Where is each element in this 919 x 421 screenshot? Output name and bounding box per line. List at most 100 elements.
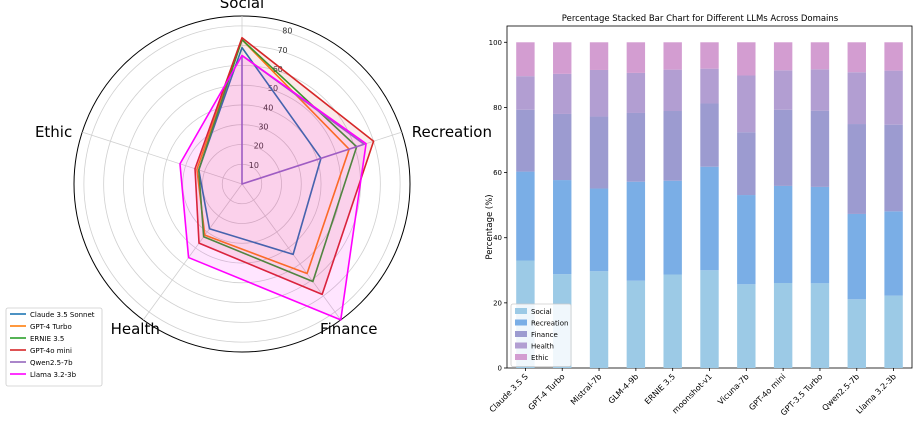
bar-segment-finance — [884, 124, 903, 212]
bar-y-tick-label: 100 — [489, 39, 502, 47]
bar-x-tick-label: GLM-4-9b — [607, 372, 641, 406]
bar-segment-social — [663, 274, 682, 368]
radar-radial-tick-label: 40 — [263, 103, 273, 112]
bar-legend-swatch — [515, 354, 527, 360]
radar-radial-tick-label: 60 — [273, 65, 283, 74]
bar-segment-social — [773, 282, 793, 368]
radar-spoke — [142, 183, 243, 321]
bar-segment-health — [737, 75, 756, 133]
bar-y-tick-label: 60 — [493, 169, 502, 177]
bar-segment-social — [589, 271, 609, 368]
bar-chart-ylabel: Percentage (%) — [485, 194, 495, 259]
radar-radial-tick-label: 50 — [268, 84, 278, 93]
bar-segment-health — [773, 70, 793, 110]
radar-radial-tick-label: 80 — [282, 27, 292, 36]
bar-segment-social — [884, 295, 903, 368]
radar-spoke — [241, 183, 342, 321]
bar-segment-health — [847, 72, 866, 125]
radar-axis-labels: Social Recreation Finance Health Ethic — [35, 0, 492, 338]
bar-segment-social — [626, 280, 646, 368]
radar-axis-label-health: Health — [111, 320, 160, 338]
bar-segment-finance — [589, 116, 609, 189]
radar-legend-label: GPT-4o mini — [30, 347, 72, 355]
bar-legend-label: Social — [531, 308, 552, 316]
radar-legend-frame — [5, 307, 103, 387]
radar-series-ernie-3-5 — [197, 38, 358, 283]
bar-segment-health — [700, 68, 719, 104]
bar-segment-social — [847, 299, 866, 368]
bar-segment-ethic — [663, 42, 682, 70]
bar-segment-ethic — [884, 42, 903, 71]
radar-legend-label: Llama 3.2-3b — [30, 371, 77, 379]
radar-series-gpt-4o-mini — [194, 36, 375, 296]
radar-chart: 10 20 30 40 50 60 70 80 Social Recreation Finance… — [35, 0, 492, 353]
bar-segment-recreation — [626, 181, 646, 281]
bar-legend-label: Health — [531, 343, 554, 351]
bar-legend-label: Recreation — [531, 320, 568, 328]
bar-x-tick-label: Qwen2.5-7b — [820, 372, 861, 413]
bar-segment-health — [663, 69, 682, 112]
bar-segment-health — [810, 69, 830, 111]
radar-radial-tick-label: 20 — [254, 142, 264, 151]
bar-segment-ethic — [847, 42, 866, 73]
radar-legend-label: Qwen2.5-7b — [30, 359, 73, 367]
radar-radial-tick-label: 70 — [277, 46, 287, 55]
bar-segment-ethic — [553, 42, 572, 74]
bar-segment-finance — [700, 103, 719, 167]
radar-radial-tick-label: 10 — [249, 161, 259, 170]
radar-radial-tick-label: 30 — [258, 122, 268, 131]
bar-y-tick-label: 20 — [493, 299, 502, 307]
bar-segment-ethic — [589, 42, 609, 70]
bar-x-tick-label: Claude 3.5 S — [488, 372, 530, 414]
bar-legend-label: Ethic — [531, 354, 549, 362]
bar-segment-finance — [773, 109, 793, 186]
stacked-bar-chart: Percentage Stacked Bar Chart for Differe… — [485, 14, 913, 418]
bar-segment-health — [589, 69, 609, 117]
radar-legend-label: Claude 3.5 Sonnet — [30, 311, 95, 319]
radar-axis-label-finance: Finance — [320, 320, 377, 338]
bar-segment-ethic — [773, 42, 793, 71]
bar-legend-swatch — [515, 319, 527, 326]
bar-legend: Social Recreation Finance Health Ethic — [510, 303, 572, 367]
bar-segment-recreation — [737, 195, 756, 285]
bar-segment-health — [516, 76, 535, 110]
bar-series-group — [516, 42, 903, 368]
bar-segment-finance — [810, 110, 830, 187]
bar-legend-swatch — [515, 342, 527, 349]
bar-segment-recreation — [663, 180, 682, 275]
bar-y-tick-label: 40 — [493, 234, 502, 242]
bar-x-tick-label: moonshot-v1 — [670, 372, 713, 415]
bar-segment-recreation — [773, 185, 793, 283]
bar-y-tick-label: 0 — [498, 365, 502, 373]
radar-legend-label: ERNIE 3.5 — [30, 335, 64, 343]
bar-segment-health — [884, 70, 903, 125]
bar-segment-health — [626, 72, 646, 113]
bar-segment-recreation — [810, 186, 830, 284]
bar-x-tick-label: Mistral-7b — [569, 372, 604, 407]
bar-segment-social — [700, 270, 719, 368]
bar-segment-ethic — [737, 42, 756, 76]
bar-legend-swatch — [515, 331, 527, 337]
radar-series-gpt-4-turbo — [196, 38, 350, 275]
bar-segment-recreation — [884, 211, 903, 296]
bar-segment-finance — [626, 112, 646, 182]
bar-x-tick-label: ERNIE 3.5 — [643, 372, 677, 406]
bar-segment-recreation — [516, 171, 535, 261]
radar-axis-label-social: Social — [220, 0, 264, 12]
bar-segment-social — [810, 283, 830, 368]
radar-axis-label-ethic: Ethic — [35, 123, 72, 141]
bar-segment-finance — [516, 109, 535, 172]
radar-spoke — [82, 131, 243, 185]
bar-segment-finance — [737, 132, 756, 196]
bar-x-tick-label: GPT-4 Turbo — [527, 372, 567, 412]
bar-segment-ethic — [810, 42, 830, 70]
bar-segment-finance — [553, 113, 572, 181]
radar-axis-label-recreation: Recreation — [412, 123, 492, 141]
radar-legend-label: GPT-4 Turbo — [30, 323, 72, 331]
bar-segment-recreation — [847, 213, 866, 300]
bar-segment-ethic — [516, 42, 535, 77]
radar-series-group — [179, 36, 375, 321]
bar-segment-recreation — [553, 180, 572, 275]
bar-segment-recreation — [589, 188, 609, 272]
